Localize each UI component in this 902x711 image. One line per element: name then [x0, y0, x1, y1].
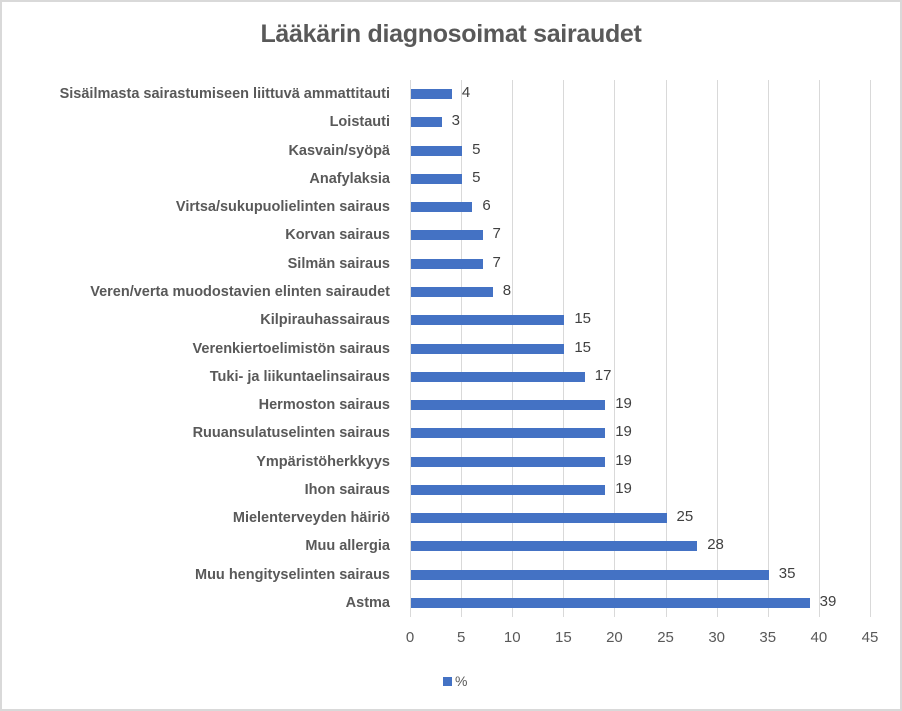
x-tick-label: 35: [759, 629, 777, 646]
bar: [411, 145, 463, 156]
gridline: [870, 80, 871, 617]
data-label: 3: [451, 112, 460, 130]
gridline: [716, 80, 718, 617]
bar: [411, 230, 483, 241]
data-label: 15: [574, 310, 592, 328]
bar-row: 25: [410, 504, 870, 532]
plot-area: 4 3 5 5 6 7 7 8 15 15 17 19 19 19 19 25 28 35 39: [410, 80, 871, 617]
data-label: 6: [482, 197, 491, 215]
data-label: 19: [615, 395, 632, 413]
gridline: [410, 80, 411, 617]
data-label: 5: [472, 140, 481, 158]
bar: [411, 258, 483, 269]
category-label: Virtsa/sukupuolielinten sairaus: [175, 199, 390, 216]
x-tick-label: 25: [657, 629, 674, 646]
gridline: [665, 80, 667, 617]
bar: [411, 541, 698, 552]
category-label: Muu hengityselinten sairaus: [195, 566, 390, 583]
bar-row: 19: [410, 476, 870, 504]
category-label: Ympäristöherkkyys: [256, 453, 390, 470]
bar-row: 6: [410, 193, 870, 221]
bar: [411, 89, 452, 100]
category-label: Hermoston sairaus: [258, 397, 390, 414]
category-label: Muu allergia: [305, 538, 390, 555]
data-label: 25: [676, 508, 694, 526]
category-label: Ruuansulatuselinten sairaus: [192, 425, 390, 442]
bar: [411, 173, 463, 184]
data-label: 19: [615, 479, 632, 497]
category-label: Tuki- ja liikuntaelinsairaus: [209, 368, 390, 385]
category-label: Sisäilmasta sairastumiseen liittuvä amma…: [59, 86, 390, 103]
bar: [411, 484, 606, 495]
bar: [411, 343, 565, 354]
category-label: Verenkiertoelimistön sairaus: [192, 340, 390, 357]
bar: [411, 371, 585, 382]
legend-label: %: [455, 673, 468, 689]
category-label: Ihon sairaus: [304, 481, 390, 498]
bar-row: 8: [410, 278, 870, 306]
x-tick-label: 30: [708, 629, 725, 646]
data-label: 39: [819, 592, 837, 610]
category-label: Silmän sairaus: [287, 255, 390, 272]
x-tick-label: 45: [861, 629, 879, 646]
bar-row: 7: [410, 250, 870, 278]
bar: [411, 117, 442, 128]
bar: [411, 569, 769, 580]
category-label: Mielenterveyden häiriö: [232, 510, 390, 527]
data-label: 5: [472, 168, 481, 186]
bar-row: 5: [410, 165, 870, 193]
category-label: Astma: [345, 594, 390, 611]
bar: [411, 428, 606, 439]
bar-row: 5: [410, 137, 870, 165]
bar-row: 35: [410, 561, 870, 589]
legend-swatch-icon: [443, 676, 452, 686]
bar: [411, 513, 667, 524]
x-tick-label: 0: [405, 629, 415, 646]
x-tick-label: 5: [456, 629, 466, 646]
data-label: 8: [502, 281, 512, 299]
bar: [411, 456, 606, 467]
legend: %: [443, 673, 467, 689]
data-label: 35: [778, 564, 796, 582]
data-label: 7: [492, 253, 501, 271]
chart-title: Lääkärin diagnosoimat sairaudet: [260, 20, 642, 48]
x-tick-label: 20: [606, 629, 623, 646]
bar: [411, 400, 606, 411]
bar-row: 3: [410, 108, 870, 136]
data-label: 4: [461, 84, 471, 102]
bar-row: 4: [410, 80, 870, 108]
bar-row: 19: [410, 419, 870, 447]
data-label: 17: [594, 366, 612, 384]
category-label: Veren/verta muodostavien elinten sairaud…: [90, 283, 390, 300]
data-label: 7: [492, 225, 501, 243]
category-label: Korvan sairaus: [285, 227, 390, 244]
bar-row: 7: [410, 221, 870, 249]
gridline: [767, 80, 769, 617]
gridline: [614, 80, 616, 617]
bar-row: 28: [410, 532, 870, 560]
bar: [411, 202, 473, 213]
data-label: 15: [574, 338, 592, 356]
x-tick-label: 40: [810, 629, 828, 646]
category-label: Anafylaksia: [309, 170, 390, 187]
bar-row: 17: [410, 363, 870, 391]
bar-row: 19: [410, 448, 870, 476]
x-tick-label: 15: [554, 629, 572, 646]
bar-row: 19: [410, 391, 870, 419]
gridline: [818, 80, 820, 617]
category-label: Kilpirauhassairaus: [260, 312, 390, 329]
bar: [411, 315, 565, 326]
x-tick-label: 10: [503, 629, 521, 646]
data-label: 19: [615, 423, 632, 441]
category-label: Loistauti: [329, 114, 390, 131]
bar-row: 15: [410, 306, 870, 334]
data-label: 28: [707, 536, 724, 554]
bar-row: 15: [410, 335, 870, 363]
bar: [411, 286, 493, 297]
data-label: 19: [615, 451, 632, 469]
bar-row: 39: [410, 589, 870, 617]
bar: [411, 597, 810, 608]
category-label: Kasvain/syöpä: [288, 142, 390, 159]
